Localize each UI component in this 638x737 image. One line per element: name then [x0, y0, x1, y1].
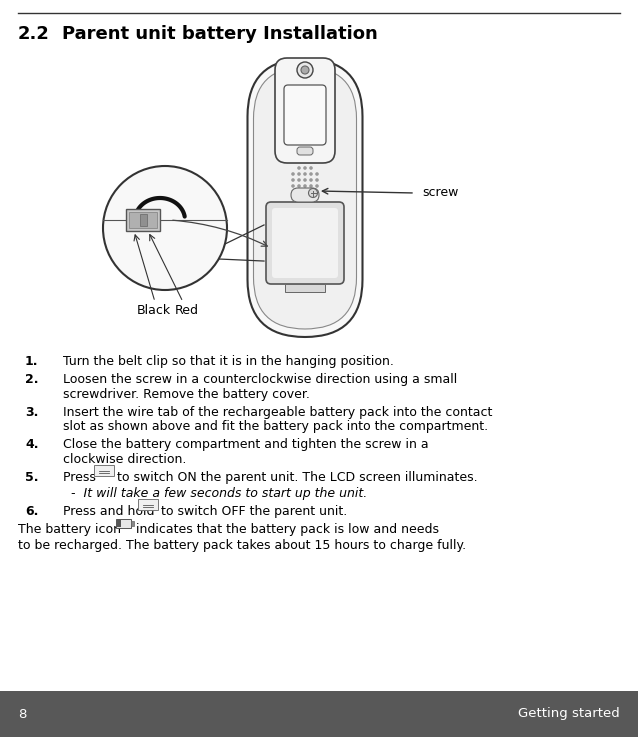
Bar [116, 519, 131, 528]
Text: The battery icon: The battery icon [18, 523, 125, 537]
Text: -  It will take a few seconds to start up the unit.: - It will take a few seconds to start up… [71, 487, 367, 500]
FancyBboxPatch shape [275, 58, 335, 163]
Circle shape [303, 167, 307, 170]
Text: 3.: 3. [25, 406, 38, 419]
Text: to switch ON the parent unit. The LCD screen illuminates.: to switch ON the parent unit. The LCD sc… [117, 471, 478, 484]
Bar [131, 521, 134, 526]
Text: Getting started: Getting started [518, 708, 620, 721]
Circle shape [297, 190, 300, 194]
Circle shape [297, 184, 300, 188]
Text: screw: screw [422, 186, 458, 198]
FancyBboxPatch shape [284, 85, 326, 145]
Text: Close the battery compartment and tighten the screw in a: Close the battery compartment and tighte… [63, 439, 429, 451]
Circle shape [291, 178, 295, 182]
Circle shape [309, 178, 313, 182]
Circle shape [301, 66, 309, 74]
Bar [129, 212, 157, 228]
Circle shape [309, 172, 313, 176]
Circle shape [315, 184, 319, 188]
Text: to be recharged. The battery pack takes about 15 hours to charge fully.: to be recharged. The battery pack takes … [18, 539, 466, 552]
Bar [0, 691, 638, 737]
Text: 1.: 1. [25, 355, 38, 368]
Bar [117, 520, 121, 527]
Circle shape [297, 62, 313, 78]
Bar [138, 499, 158, 510]
Circle shape [309, 189, 318, 198]
Text: screwdriver. Remove the battery cover.: screwdriver. Remove the battery cover. [63, 388, 310, 401]
Text: 6.: 6. [25, 505, 38, 518]
Circle shape [303, 190, 307, 194]
FancyBboxPatch shape [248, 59, 362, 337]
Text: Turn the belt clip so that it is in the hanging position.: Turn the belt clip so that it is in the … [63, 355, 394, 368]
Circle shape [291, 184, 295, 188]
Text: 4.: 4. [25, 439, 38, 451]
FancyBboxPatch shape [291, 188, 319, 202]
Text: Press and hold: Press and hold [63, 505, 158, 518]
Text: to switch OFF the parent unit.: to switch OFF the parent unit. [161, 505, 347, 518]
Text: 2.: 2. [25, 373, 38, 386]
Circle shape [297, 167, 300, 170]
Text: 2.2: 2.2 [18, 25, 50, 43]
Circle shape [291, 172, 295, 176]
Circle shape [309, 167, 313, 170]
Circle shape [303, 172, 307, 176]
Bar [126, 209, 160, 231]
Circle shape [315, 178, 319, 182]
Text: Press: Press [63, 471, 100, 484]
Text: indicates that the battery pack is low and needs: indicates that the battery pack is low a… [136, 523, 439, 537]
Bar [94, 465, 114, 476]
Circle shape [309, 184, 313, 188]
Bar [140, 214, 147, 226]
Text: 5.: 5. [25, 471, 38, 484]
FancyBboxPatch shape [266, 202, 344, 284]
FancyBboxPatch shape [253, 67, 357, 329]
Text: slot as shown above and fit the battery pack into the compartment.: slot as shown above and fit the battery … [63, 420, 488, 433]
Circle shape [103, 166, 227, 290]
Circle shape [297, 172, 300, 176]
Circle shape [309, 190, 313, 194]
Circle shape [303, 178, 307, 182]
Text: Loosen the screw in a counterclockwise direction using a small: Loosen the screw in a counterclockwise d… [63, 373, 457, 386]
Text: Parent unit battery Installation: Parent unit battery Installation [62, 25, 378, 43]
Circle shape [303, 184, 307, 188]
Text: Red: Red [175, 304, 199, 317]
Text: Black: Black [137, 304, 171, 317]
Text: clockwise direction.: clockwise direction. [63, 453, 186, 466]
Circle shape [315, 172, 319, 176]
FancyBboxPatch shape [272, 208, 338, 278]
FancyBboxPatch shape [297, 147, 313, 155]
Bar [285, 284, 325, 292]
Text: Insert the wire tab of the rechargeable battery pack into the contact: Insert the wire tab of the rechargeable … [63, 406, 493, 419]
Circle shape [297, 178, 300, 182]
Text: 8: 8 [18, 708, 26, 721]
